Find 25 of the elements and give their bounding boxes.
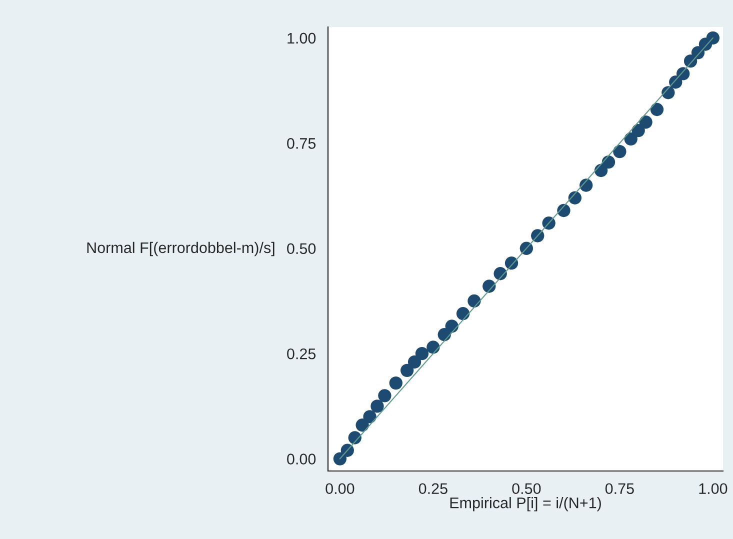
y-tick-label: 0.25 [287,348,316,360]
point [426,340,440,354]
point [408,355,422,369]
point [650,102,664,116]
x-tick-label: 0.00 [326,483,354,494]
point [370,400,384,413]
x-axis-title: Empirical P[i] = i/(N+1) [450,497,601,512]
x-tick-label: 0.50 [512,483,541,494]
point [613,144,626,158]
y-tick-label: 0.50 [287,243,316,254]
x-tick-label: 0.25 [418,483,448,494]
point [389,376,402,390]
x-tick-label: 1.00 [699,483,728,494]
y-tick-label: 1.00 [288,32,316,44]
point [363,410,376,424]
y-tick-label: 0.75 [287,138,316,149]
point [706,31,720,45]
x-tick-label: 0.75 [605,483,634,494]
point [400,364,414,378]
y-tick-label: 0.00 [287,454,316,464]
point [415,346,429,360]
y-axis-title: Normal F[(errordobbel-m)/s] [87,242,274,256]
point [378,389,392,402]
point [639,116,652,129]
point [445,320,458,333]
